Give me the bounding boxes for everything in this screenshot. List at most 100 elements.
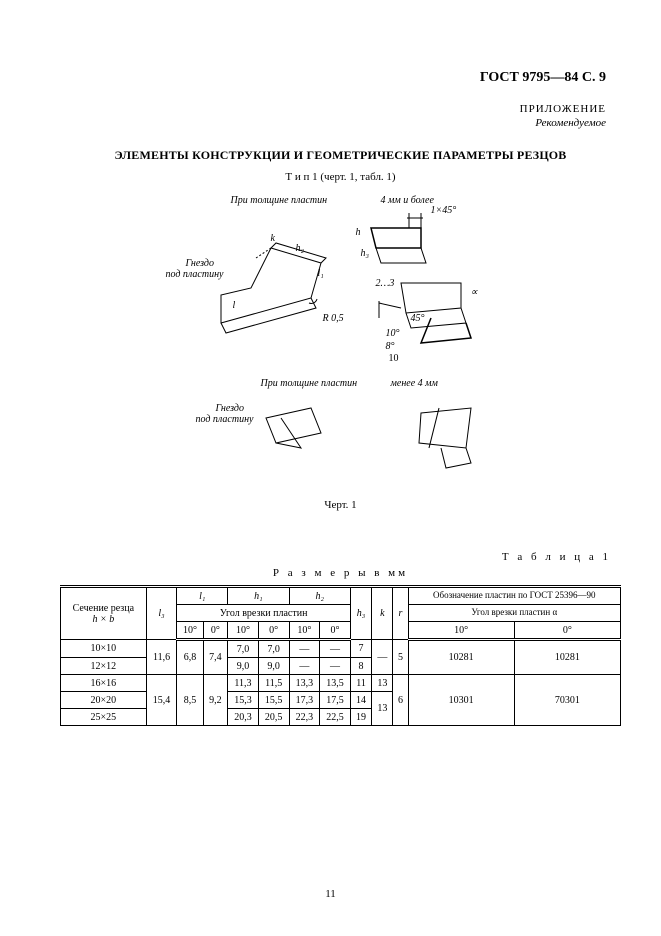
th-h1-10: 10° [228,622,259,640]
cell: — [372,640,393,675]
drawing-label-dim10: 10 [389,353,399,364]
th-right-sub: Угол врезки пластин α [408,605,621,622]
cell: 10281 [408,640,514,675]
th-h1: h₁ [228,587,289,605]
drawing-label-top2: 4 мм и более [381,195,434,206]
cell: 17,3 [289,692,320,709]
drawing-label-a: ∝ [471,287,478,298]
drawing-label-nest1b: под пластину [166,269,224,280]
cell: 20,5 [258,709,289,726]
th-h2: h₂ [289,587,350,605]
drawing-label-l: l [233,300,236,311]
th-l3: l₃ [146,587,177,640]
appendix-title: ПРИЛОЖЕНИЕ [520,102,606,116]
cell: 7,0 [228,640,259,658]
th-span: Угол врезки пластин [177,605,350,622]
page-subtitle: Т и п 1 (черт. 1, табл. 1) [60,171,621,183]
drawing-label-k: k [271,233,275,244]
cell: 13,3 [289,675,320,692]
drawing-label-ang8: 8° [386,341,395,352]
th-k: k [372,587,393,640]
page-root: ГОСТ 9795—84 С. 9 ПРИЛОЖЕНИЕ Рекомендуем… [0,0,661,936]
cell: 8 [350,658,371,675]
th-l1-10: 10° [177,622,203,640]
cell: 13 [372,675,393,692]
appendix-block: ПРИЛОЖЕНИЕ Рекомендуемое [520,102,606,131]
th-h2-0: 0° [320,622,351,640]
table-row: 16×16 15,4 8,5 9,2 11,3 11,5 13,3 13,5 1… [61,675,621,692]
th-l1: l₁ [177,587,228,605]
th-section-text: Сечение резца [73,603,134,614]
cell: — [320,640,351,658]
cell: 20×20 [61,692,147,709]
cell: 10301 [408,675,514,726]
cell: 7,4 [203,640,227,675]
cell: 13,5 [320,675,351,692]
drawing-label-nest1a: Гнездо [186,258,215,269]
drawing-label-r05: R 0,5 [323,313,344,324]
cell: 17,5 [320,692,351,709]
drawing-label-nest2b: под пластину [196,414,254,425]
cell: 19 [350,709,371,726]
page-title: ЭЛЕМЕНТЫ КОНСТРУКЦИИ И ГЕОМЕТРИЧЕСКИЕ ПА… [60,148,621,163]
cell: 7,0 [258,640,289,658]
drawing-svg [161,193,521,493]
th-h1-0: 0° [258,622,289,640]
cell: 20,3 [228,709,259,726]
cell: 11 [350,675,371,692]
drawing-label-mid2: менее 4 мм [391,378,438,389]
cell: 9,2 [203,675,227,726]
table-row: 10×10 11,6 6,8 7,4 7,0 7,0 — — 7 — 5 102… [61,640,621,658]
cell: 9,0 [258,658,289,675]
cell: 16×16 [61,675,147,692]
cell: 6 [393,675,408,726]
th-l1-0: 0° [203,622,227,640]
data-table: Сечение резца h × b l₃ l₁ h₁ h₂ h₃ k r О… [60,585,621,726]
cell: 15,3 [228,692,259,709]
drawing-label-top1: При толщине пластин [231,195,328,206]
cell: 22,3 [289,709,320,726]
cell: 13 [372,692,393,726]
cell: 15,5 [258,692,289,709]
drawing-label-mid1: При толщине пластин [261,378,358,389]
th-p-10: 10° [408,622,514,640]
cell: 11,5 [258,675,289,692]
cell: 11,6 [146,640,177,675]
cell: 7 [350,640,371,658]
standard-reference: ГОСТ 9795—84 С. 9 [480,70,606,86]
appendix-note: Рекомендуемое [520,116,606,130]
cell: 25×25 [61,709,147,726]
th-section-hb: h × b [92,614,114,625]
cell: — [320,658,351,675]
drawing-label-nest2a: Гнездо [216,403,245,414]
units-label: Р а з м е р ы в мм [60,567,621,579]
cell: 5 [393,640,408,675]
page-number: 11 [0,888,661,900]
cell: 12×12 [61,658,147,675]
drawing-label-ang45: 1×45° [431,205,457,216]
cell: 9,0 [228,658,259,675]
drawing-label-h2: h₂ [296,243,304,254]
table-label: Т а б л и ц а 1 [60,551,611,563]
drawing-label-ang45d: 45° [411,313,425,324]
th-h2-10: 10° [289,622,320,640]
th-p-0: 0° [514,622,620,640]
cell: 70301 [514,675,620,726]
th-r: r [393,587,408,640]
technical-drawing: При толщине пластин 4 мм и более 1×45° Г… [161,193,521,493]
cell: 6,8 [177,640,203,675]
cell: 22,5 [320,709,351,726]
drawing-caption: Черт. 1 [60,499,621,511]
cell: 10281 [514,640,620,675]
th-section: Сечение резца h × b [61,587,147,640]
cell: — [289,658,320,675]
drawing-label-l1: l₁ [318,268,324,279]
cell: — [289,640,320,658]
drawing-label-h: h [356,227,361,238]
cell: 10×10 [61,640,147,658]
cell: 14 [350,692,371,709]
drawing-label-h3: h₃ [361,248,369,259]
drawing-label-ang10: 10° [386,328,400,339]
cell: 8,5 [177,675,203,726]
th-right-top: Обозначение пластин по ГОСТ 25396—90 [408,587,621,605]
